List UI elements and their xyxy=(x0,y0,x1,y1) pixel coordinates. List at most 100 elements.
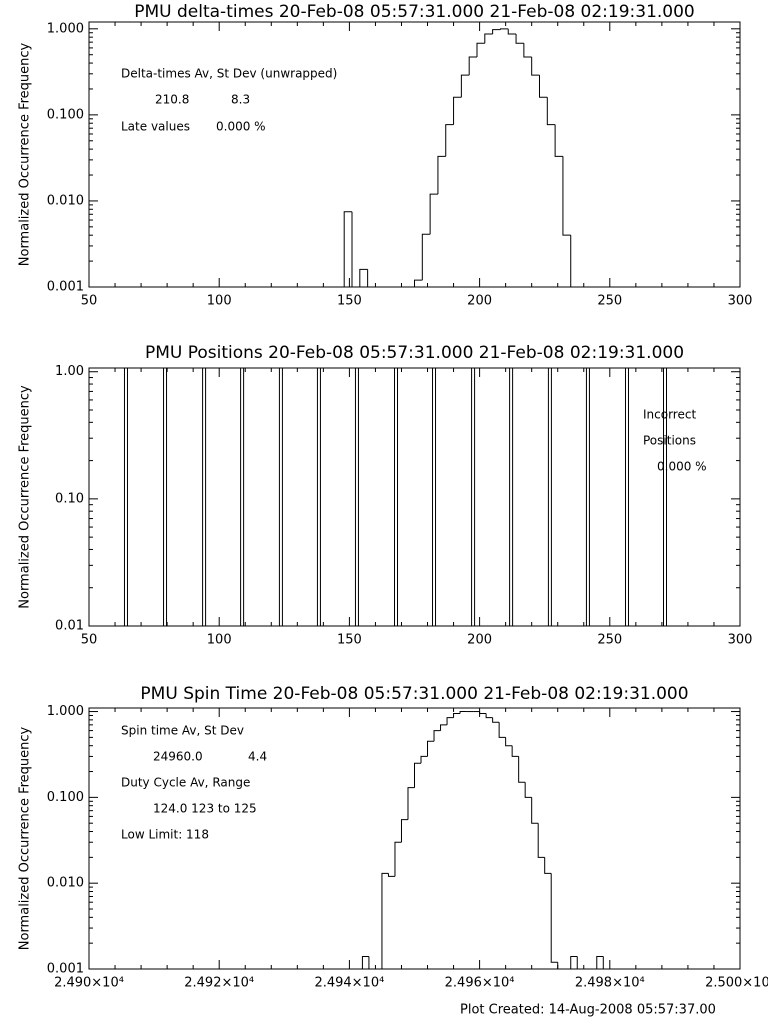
histogram-bin xyxy=(343,211,353,287)
x-tick-label: 250 xyxy=(597,294,622,309)
spike-bar xyxy=(202,367,207,627)
y-tick-label: 1.000 xyxy=(47,21,84,36)
histogram-bin xyxy=(485,713,493,719)
histogram-bin xyxy=(554,124,563,157)
footer: Plot Created: 14-Aug-2008 05:57:37.00 xyxy=(460,1003,716,1018)
y-tick-label: 1.000 xyxy=(47,704,84,719)
annotation: 4.4 xyxy=(248,750,267,764)
histogram-bin xyxy=(538,75,548,98)
histogram-bin xyxy=(421,233,431,281)
histogram-bin xyxy=(531,797,539,824)
annotation: 24960.0 xyxy=(153,750,203,764)
x-tick-label: 200 xyxy=(467,294,492,309)
spike-bar xyxy=(509,367,514,627)
spike-bar xyxy=(471,367,476,627)
histogram-bin xyxy=(576,956,584,970)
annotation: 8.3 xyxy=(231,93,250,107)
chart-title: PMU Spin Time 20-Feb-08 05:57:31.000 21-… xyxy=(140,684,688,704)
annotation: 0.000 % xyxy=(216,120,266,134)
annotation: Incorrect xyxy=(643,408,696,422)
x-tick-label: 100 xyxy=(207,294,232,309)
histogram-bin xyxy=(557,962,565,970)
histogram-bin xyxy=(351,211,360,288)
histogram-bin xyxy=(498,722,506,738)
histogram-bin xyxy=(361,955,369,969)
spike-bar xyxy=(624,367,629,627)
histogram-bin xyxy=(453,96,462,125)
y-tick-label: 0.01 xyxy=(55,619,84,634)
x-tick-label: 150 xyxy=(337,294,362,309)
annotation: 0.000 % xyxy=(657,460,707,474)
x-tick-label: 2.500×10⁴ xyxy=(705,976,768,991)
x-tick-label: 100 xyxy=(207,633,232,648)
spike-bar xyxy=(432,367,437,627)
spike-bar xyxy=(163,367,168,627)
histogram-bin xyxy=(414,762,422,788)
histogram-bin xyxy=(453,712,461,718)
histogram-bin xyxy=(414,279,423,287)
x-tick-label: 50 xyxy=(81,294,98,309)
x-tick-label: 200 xyxy=(467,633,492,648)
histogram-bin xyxy=(511,745,519,757)
y-axis-label: Normalized Occurrence Frequency xyxy=(18,726,33,950)
y-axis-label: Normalized Occurrence Frequency xyxy=(18,42,33,266)
histogram-bin xyxy=(524,782,532,798)
histogram-bin xyxy=(381,872,389,969)
histogram-bin xyxy=(531,57,540,76)
histogram-bin xyxy=(446,717,454,725)
annotation: 210.8 xyxy=(155,93,189,107)
annotation: Low Limit: 118 xyxy=(121,828,209,842)
y-tick-label: 0.001 xyxy=(47,962,84,977)
histogram-bin xyxy=(387,873,395,877)
histogram-bin xyxy=(570,955,578,969)
annotation: Positions xyxy=(643,434,696,448)
spike-bar xyxy=(394,367,399,627)
annotation: Spin time Av, St Dev xyxy=(121,724,244,738)
histogram-bin xyxy=(492,717,500,723)
histogram-bin xyxy=(429,193,438,235)
y-axis-label: Normalized Occurrence Frequency xyxy=(18,385,33,609)
chart-title: PMU Positions 20-Feb-08 05:57:31.000 21-… xyxy=(145,343,684,363)
histogram-bin xyxy=(505,737,513,747)
histogram-bin xyxy=(400,819,408,843)
histogram-bin xyxy=(499,28,509,30)
histogram-bin xyxy=(359,268,368,287)
histogram-bin xyxy=(440,724,448,731)
spike-bar xyxy=(585,367,590,627)
histogram-bin xyxy=(518,756,526,783)
histogram-bin xyxy=(507,28,517,35)
x-tick-label: 300 xyxy=(728,633,753,648)
y-tick-label: 0.10 xyxy=(55,491,84,506)
histogram-bin xyxy=(368,956,376,970)
y-tick-label: 1.00 xyxy=(55,364,84,379)
histogram-bin xyxy=(420,755,428,764)
histogram-bin xyxy=(570,235,579,288)
y-tick-label: 0.100 xyxy=(47,107,84,122)
x-tick-label: 50 xyxy=(81,633,98,648)
annotation: 124.0 123 to 125 xyxy=(153,802,257,816)
histogram-bin xyxy=(602,956,610,970)
histogram-bin xyxy=(562,156,571,236)
plot-frame xyxy=(88,21,741,288)
spike-bar xyxy=(547,367,552,627)
spike-bar xyxy=(316,367,321,627)
x-tick-label: 250 xyxy=(597,633,622,648)
x-tick-label: 300 xyxy=(728,294,753,309)
histogram-bin xyxy=(437,155,446,195)
histogram-bin xyxy=(468,56,477,76)
y-tick-label: 0.010 xyxy=(47,193,84,208)
y-tick-label: 0.100 xyxy=(47,790,84,805)
histogram-bin xyxy=(515,34,524,44)
histogram-bin xyxy=(460,74,470,98)
x-tick-label: 2.490×10⁴ xyxy=(54,976,124,991)
annotation: Late values xyxy=(121,120,190,134)
histogram-bin xyxy=(484,33,493,44)
x-tick-label: 2.498×10⁴ xyxy=(575,976,645,991)
histogram-bin xyxy=(427,740,435,757)
histogram-bin xyxy=(596,955,604,969)
spike-bar xyxy=(663,367,668,627)
histogram-bin xyxy=(367,269,376,288)
histogram-bin xyxy=(407,787,415,820)
